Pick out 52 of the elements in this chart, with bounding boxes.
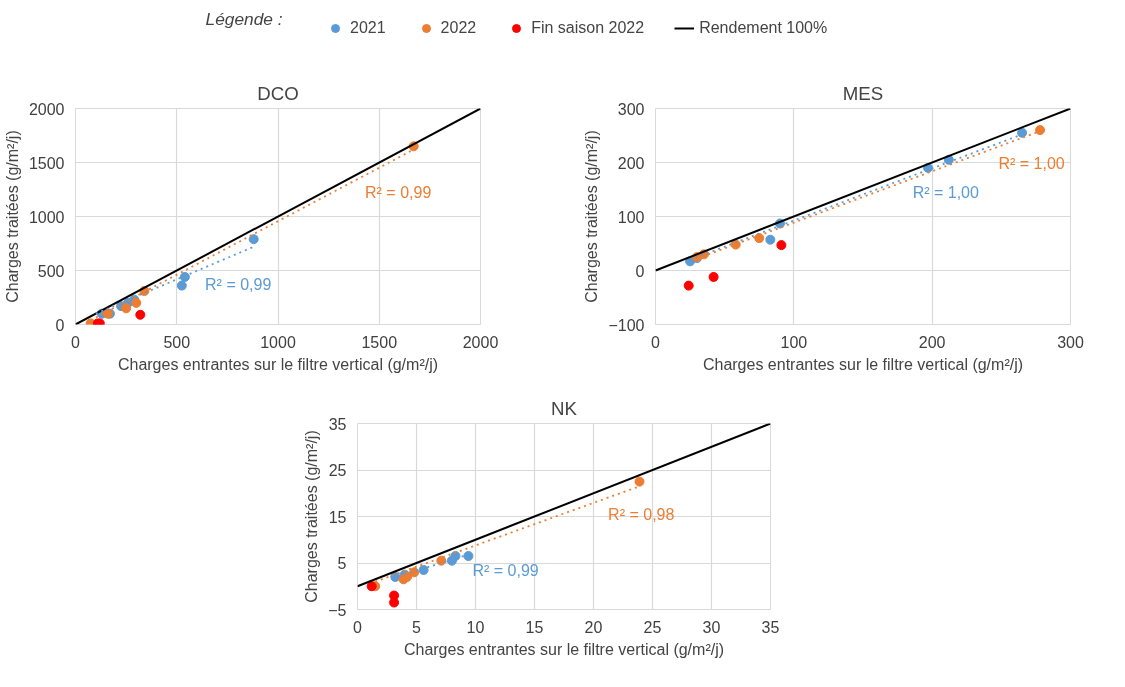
y-tick-label: −5 — [328, 601, 347, 619]
legend-label: 2022 — [440, 19, 477, 37]
x-axis-title: Charges entrantes sur le filtre vertical (g/m²/j) — [117, 355, 439, 373]
annotation: R² = 1,00 — [912, 184, 980, 202]
x-tick-label: 30 — [702, 618, 721, 636]
x-tick-label: 10 — [466, 618, 485, 636]
y-tick-label: 500 — [37, 262, 65, 280]
legend-label: 2021 — [350, 19, 386, 37]
y-tick-label: 5 — [337, 555, 347, 572]
x-axis-title: Charges entrantes sur le filtre vertical (g/m²/j) — [403, 640, 725, 658]
y-axis-title: Charges traitées (g/m²/j) — [3, 130, 21, 303]
x-tick-label: 300 — [1057, 333, 1084, 351]
x-tick-label: 20 — [584, 618, 603, 636]
annotation: R² = 1,00 — [998, 155, 1065, 173]
x-tick-label: 25 — [643, 618, 662, 636]
x-tick-label: 100 — [780, 333, 808, 351]
y-tick-label: 1500 — [28, 154, 65, 172]
x-tick-label: 200 — [918, 333, 946, 351]
x-tick-label: 0 — [651, 333, 661, 351]
y-tick-label: 2000 — [28, 100, 65, 118]
y-tick-label: 35 — [328, 415, 347, 433]
y-tick-label: 25 — [328, 462, 347, 479]
chart-title: NK — [551, 397, 578, 419]
x-tick-label: 5 — [412, 618, 422, 636]
legend-label: Rendement 100% — [699, 19, 828, 37]
y-tick-label: 1000 — [28, 208, 65, 226]
y-tick-label: 100 — [617, 208, 645, 226]
annotation: R² = 0,99 — [205, 276, 272, 294]
x-tick-label: 1000 — [260, 333, 296, 351]
y-axis-title: Charges traitées (g/m²/j) — [303, 430, 321, 603]
chart-title: MES — [842, 82, 884, 104]
x-tick-label: 0 — [71, 333, 81, 351]
y-tick-label: 15 — [328, 508, 347, 526]
y-tick-label: 0 — [635, 262, 645, 280]
y-tick-label: −100 — [608, 316, 645, 334]
x-tick-label: 35 — [761, 618, 780, 636]
x-tick-label: 2000 — [462, 333, 499, 351]
y-tick-label: 300 — [617, 100, 645, 118]
y-tick-label: 0 — [55, 316, 65, 334]
x-axis-title: Charges entrantes sur le filtre vertical (g/m²/j) — [702, 355, 1024, 373]
annotation: R² = 0,99 — [365, 184, 432, 202]
annotation: R² = 0,99 — [472, 561, 539, 579]
y-tick-label: 200 — [617, 154, 645, 172]
chart-title: DCO — [257, 82, 299, 104]
legend-label: Fin saison 2022 — [531, 19, 645, 37]
x-tick-label: 500 — [163, 333, 191, 351]
x-tick-label: 0 — [353, 618, 363, 636]
x-tick-label: 15 — [525, 618, 544, 636]
legend-title: Légende : — [205, 8, 283, 29]
annotation: R² = 0,98 — [608, 506, 675, 524]
x-tick-label: 1500 — [361, 333, 398, 351]
y-axis-title: Charges traitées (g/m²/j) — [583, 130, 601, 303]
